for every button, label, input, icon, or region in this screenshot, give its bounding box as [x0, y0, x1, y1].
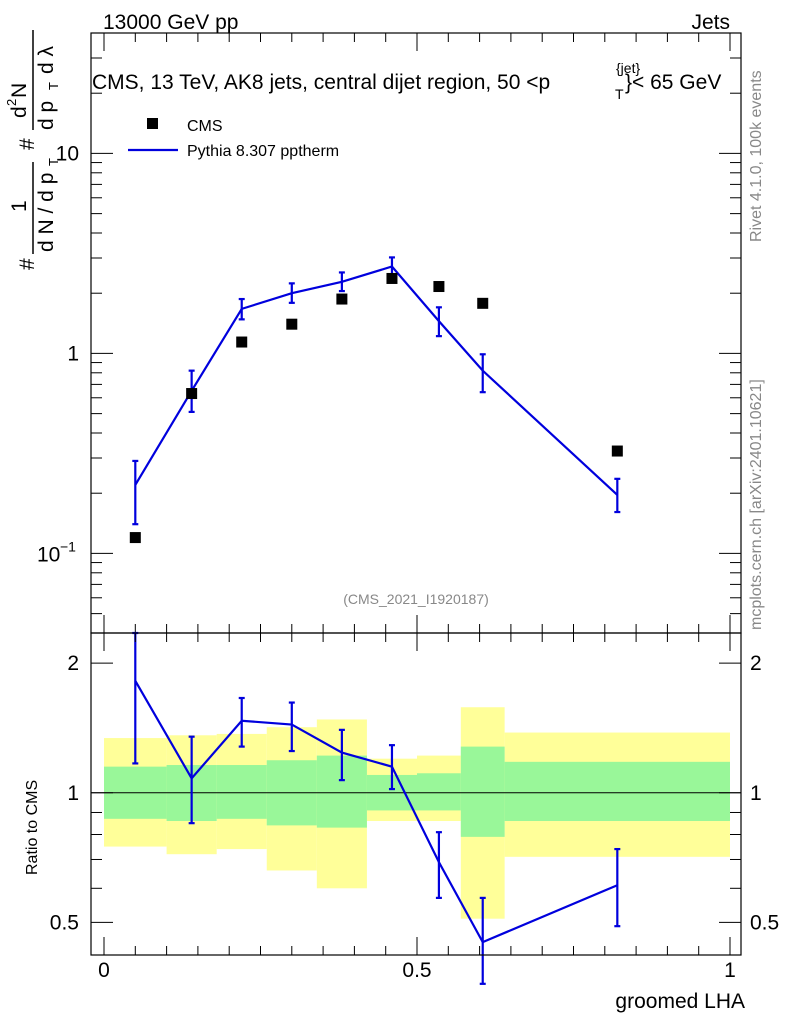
plot-title-end: }< 65 GeV [625, 71, 721, 94]
ratio-ytick-label-left: 0.5 [50, 911, 79, 934]
xtick-label: 1 [724, 959, 736, 982]
ratio-ytick-label-right: 2 [750, 652, 762, 675]
ratio-bands [104, 707, 730, 919]
ylabel-dn-dpt: d N / d p [35, 173, 58, 252]
ylabel-t-sub: T [46, 158, 61, 166]
legend-cms-label: CMS [187, 118, 223, 135]
ylabel-hash: # [16, 258, 39, 270]
header-right: Jets [691, 11, 730, 34]
header-left: 13000 GeV pp [103, 11, 238, 34]
ratio-band-inner [417, 773, 461, 811]
ylabel-one: 1 [8, 200, 31, 212]
legend-cms-marker [147, 118, 158, 129]
rivet-label: Rivet 4.1.0, 100k events [748, 70, 765, 242]
xlabel: groomed LHA [615, 990, 745, 1013]
ylabel-two: 2 [4, 99, 19, 106]
ratio-ytick-label-left: 1 [67, 782, 79, 805]
top-ylabel: # 1 d N / d p T # d 2 N d p T d λ [4, 30, 61, 270]
pythia-line [134, 265, 619, 496]
ratio-ylabel: Ratio to CMS [24, 780, 41, 875]
ratio-band-inner [216, 765, 267, 819]
xtick-label: 0 [98, 959, 110, 982]
plot-title-sup: {jet} [616, 60, 640, 76]
ratio-panel-frame [90, 632, 742, 956]
top-ytick-label-sci-base: 10 [37, 543, 60, 566]
cms-point [186, 388, 198, 400]
ylabel-dlambda: d λ [35, 45, 58, 74]
ratio-ticks: 2 2 1 1 0.5 0.5 0 0.5 1 [50, 633, 779, 982]
cms-point [477, 297, 489, 309]
ylabel-dpt: d p [35, 101, 58, 130]
cms-point [236, 336, 248, 348]
ylabel-d2: d [8, 106, 31, 118]
xtick-label: 0.5 [402, 959, 431, 982]
plot-title-main: CMS, 13 TeV, AK8 jets, central dijet reg… [92, 71, 550, 94]
legend: CMS Pythia 8.307 pptherm [128, 118, 339, 160]
top-ytick-label: 1 [67, 342, 79, 365]
cms-point [386, 272, 398, 284]
cms-point [286, 318, 298, 330]
legend-pythia-label: Pythia 8.307 pptherm [187, 143, 339, 160]
ratio-band-inner [504, 761, 730, 821]
plot-title-sub: T [615, 86, 624, 102]
ratio-ytick-label-left: 2 [67, 652, 79, 675]
mcplots-label: mcplots.cern.ch [arXiv:2401.10621] [748, 379, 765, 630]
ylabel-hash-2: # [16, 138, 39, 150]
plot-title: CMS, 13 TeV, AK8 jets, central dijet reg… [92, 71, 550, 94]
ylabel-t-sub-2: T [46, 82, 61, 90]
cms-point [433, 281, 445, 293]
ylabel-n: N [8, 83, 31, 98]
pythia-series [132, 256, 621, 526]
cms-point [129, 532, 141, 544]
top-ytick-label-sci-exp: −1 [60, 538, 76, 554]
ratio-ytick-label-right: 1 [750, 782, 762, 805]
ratio-panel: 2 2 1 1 0.5 0.5 0 0.5 1 [50, 631, 779, 985]
cms-series [129, 272, 623, 544]
ratio-ytick-label-right: 0.5 [750, 911, 779, 934]
ratio-band-inner [460, 746, 505, 837]
cms-point [611, 445, 623, 457]
cms-point [336, 293, 348, 305]
analysis-id: (CMS_2021_I1920187) [343, 591, 489, 607]
top-ytick-label: 10 [56, 142, 79, 165]
